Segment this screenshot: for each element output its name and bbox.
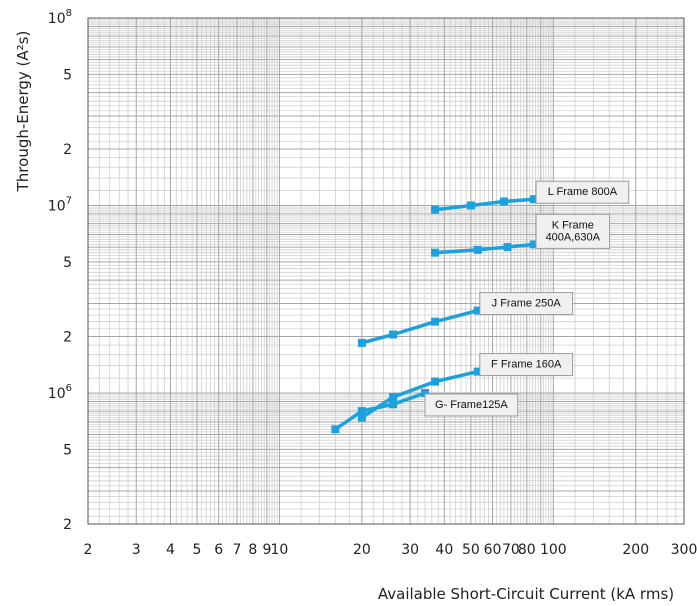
data-point	[389, 400, 398, 409]
x-tick-label: 8	[248, 542, 257, 558]
y-tick-label: 2	[63, 330, 72, 346]
series-label-text: L Frame 800A	[548, 186, 618, 198]
data-point	[389, 330, 398, 339]
x-tick-label: 2	[84, 542, 93, 558]
major-gridlines	[87, 17, 685, 525]
series-label-text: K Frame	[552, 219, 594, 231]
data-point	[466, 201, 475, 210]
y-axis-tick-labels: 108 5 2 107 5 2 106 5 2	[48, 8, 72, 533]
x-tick-label: 300	[671, 542, 697, 558]
series-label-text: F Frame 160A	[491, 359, 562, 371]
series-label: L Frame 800A	[535, 180, 630, 204]
series-line	[360, 308, 480, 345]
series-lines	[331, 195, 538, 434]
x-tick-label: 9	[262, 542, 271, 558]
x-tick-label: 100	[540, 542, 567, 558]
data-point	[331, 425, 340, 434]
y-axis-title: Through-Energy (A²s)	[14, 31, 32, 193]
series-label-text: 400A,630A	[546, 231, 601, 243]
series-2	[357, 306, 482, 347]
series-label: J Frame 250A	[479, 292, 574, 316]
series-0	[431, 195, 538, 214]
x-tick-label: 20	[353, 542, 371, 558]
series-line	[433, 242, 536, 255]
data-point	[357, 338, 366, 347]
data-point	[357, 413, 366, 422]
data-point	[431, 377, 440, 386]
data-point	[389, 393, 398, 402]
x-tick-label: 3	[132, 542, 141, 558]
y-tick-label: 5	[63, 255, 72, 271]
data-point	[431, 205, 440, 214]
x-tick-label: 5	[193, 542, 202, 558]
x-tick-label: 80	[518, 542, 536, 558]
series-label-box	[479, 353, 574, 377]
x-tick-label: 4	[166, 542, 175, 558]
data-point	[503, 243, 512, 252]
series-label-text: G- Frame125A	[435, 399, 508, 411]
data-point	[473, 245, 482, 254]
data-point	[529, 195, 538, 204]
series-line	[433, 197, 536, 212]
plot-frame	[87, 17, 685, 525]
data-point	[473, 306, 482, 315]
series-label: F Frame 160A	[479, 353, 574, 377]
data-point	[431, 317, 440, 326]
y-tick-label: 5	[63, 442, 72, 458]
x-tick-label: 200	[622, 542, 649, 558]
x-tick-label: 60	[484, 542, 502, 558]
data-point	[473, 367, 482, 376]
x-axis-title: Available Short-Circuit Current (kA rms)	[378, 585, 674, 603]
x-tick-label: 30	[401, 542, 419, 558]
series-label-box	[424, 393, 519, 417]
minor-gridlines	[88, 18, 684, 524]
y-tick-label: 5	[63, 67, 72, 83]
x-tick-label: 40	[435, 542, 453, 558]
series-line	[333, 391, 427, 432]
x-tick-label: 70	[502, 542, 520, 558]
series-4	[331, 388, 430, 434]
series-label: G- Frame125A	[424, 393, 519, 417]
x-tick-label: 6	[214, 542, 223, 558]
data-point	[357, 407, 366, 416]
x-tick-label: 50	[462, 542, 480, 558]
y-tick-label: 2	[63, 142, 72, 158]
series-label-box	[479, 292, 574, 316]
x-tick-label: 7	[233, 542, 242, 558]
data-point	[421, 388, 430, 397]
series-label-box	[535, 180, 630, 204]
x-tick-label: 10	[271, 542, 289, 558]
data-point	[431, 248, 440, 257]
data-point	[529, 240, 538, 249]
y-tick-label: 106	[48, 383, 72, 402]
series-label-box	[535, 213, 611, 249]
y-tick-label: 107	[48, 195, 72, 214]
y-tick-label: 108	[48, 8, 72, 27]
data-point	[499, 197, 508, 206]
series-1	[431, 240, 538, 257]
y-tick-label: 2	[63, 517, 72, 533]
series-label-text: J Frame 250A	[492, 298, 562, 310]
